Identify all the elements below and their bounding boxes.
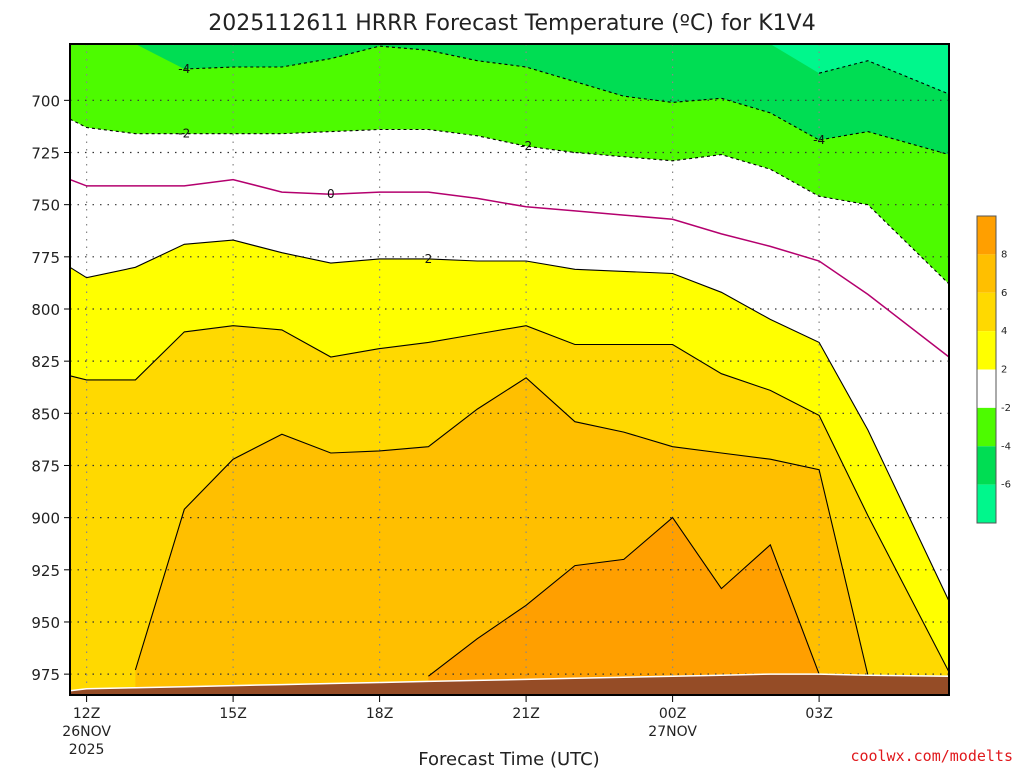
contour-line-4-0 [69, 325, 950, 673]
contour-label--2-0: -2 [178, 127, 190, 141]
contour-line--6-0 [818, 60, 950, 95]
colorbar-frame [976, 215, 997, 524]
colorbar-swatch-8to10 [977, 216, 996, 255]
colorbar-legend: 8 6 4 2 -2 -4 -6 [976, 215, 1011, 524]
colorbar-swatch--2to2 [977, 369, 996, 408]
colorbar-swatch--6to-4 [977, 446, 996, 485]
band-fill-8-10-0 [428, 517, 820, 695]
y-tick-label-950: 950 [31, 614, 60, 632]
x-tick-label-03Z: 03Z [805, 706, 832, 722]
contour-label--4-1: -4 [813, 133, 825, 147]
y-tick-label-825: 825 [31, 353, 60, 371]
colorbar-swatch-4to6 [977, 292, 996, 332]
contour-label--4-0: -4 [178, 62, 190, 76]
contour-label--2-1: -2 [520, 139, 532, 153]
y-tick-label-775: 775 [31, 249, 60, 267]
colorbar-tick--4: -4 [1001, 441, 1011, 452]
colorbar-swatch-6to8 [977, 254, 996, 293]
contour-line-2-0 [69, 239, 950, 602]
ground-surface [69, 673, 950, 696]
y-tick-label-800: 800 [31, 301, 60, 319]
y-tick-label-700: 700 [31, 92, 60, 110]
ground-below-surface [69, 673, 950, 696]
contour-line--4-0 [184, 45, 950, 156]
colorbar-swatch--4to-2 [977, 407, 996, 447]
y-tick-label-875: 875 [31, 457, 60, 475]
credit-text: coolwx.com/modelts [850, 747, 1013, 765]
contour-label-2-0: 2 [425, 252, 433, 266]
colorbar-tick-4: 4 [1001, 326, 1007, 337]
band-fill-minus6-colder [770, 44, 949, 95]
contour-label-0-0: 0 [327, 187, 335, 201]
y-tick-label-725: 725 [31, 145, 60, 163]
colorbar-tick--2: -2 [1001, 403, 1011, 414]
x-tick-label-21Z: 21Z [512, 706, 539, 722]
x-tick-label-15Z: 15Z [219, 706, 246, 722]
y-tick-label-975: 975 [31, 666, 60, 684]
x-tick-year-12Z: 2025 [69, 742, 105, 758]
y-tick-label-750: 750 [31, 197, 60, 215]
contour-line-0-0 [69, 178, 950, 358]
y-axis-pressure: 700 725 750 775 800 825 850 875 900 925 950 975 [31, 92, 70, 684]
contour-line-8-0 [428, 516, 820, 677]
contour-lines: 2 0 -2 -2 -4 -4 [69, 45, 950, 677]
colorbar-swatch-2to4 [977, 331, 996, 370]
colorbar-tick--6: -6 [1001, 480, 1011, 491]
colorbar-tick-2: 2 [1001, 365, 1007, 376]
colorbar-tick-6: 6 [1001, 288, 1007, 299]
chart-title: 2025112611 HRRR Forecast Temperature (ºC… [208, 11, 815, 36]
x-tick-date-12Z: 26NOV [62, 724, 111, 740]
contour-line-6-0 [134, 377, 869, 676]
y-tick-label-850: 850 [31, 405, 60, 423]
contour-line--2-0 [69, 118, 950, 285]
x-tick-label-12Z: 12Z [73, 706, 100, 722]
plot-frame [69, 43, 950, 696]
colorbar-tick-8: 8 [1001, 249, 1007, 260]
x-tick-label-18Z: 18Z [366, 706, 393, 722]
x-axis-label: Forecast Time (UTC) [418, 749, 599, 768]
x-tick-date-00Z: 27NOV [648, 724, 697, 740]
x-axis-time: 12Z 26NOV 2025 15Z 18Z 21Z 00Z 27NOV 03Z [62, 695, 833, 758]
y-tick-label-900: 900 [31, 510, 60, 528]
y-tick-label-925: 925 [31, 562, 60, 580]
x-tick-label-00Z: 00Z [659, 706, 686, 722]
colorbar-swatch--8to-6 [977, 484, 996, 523]
